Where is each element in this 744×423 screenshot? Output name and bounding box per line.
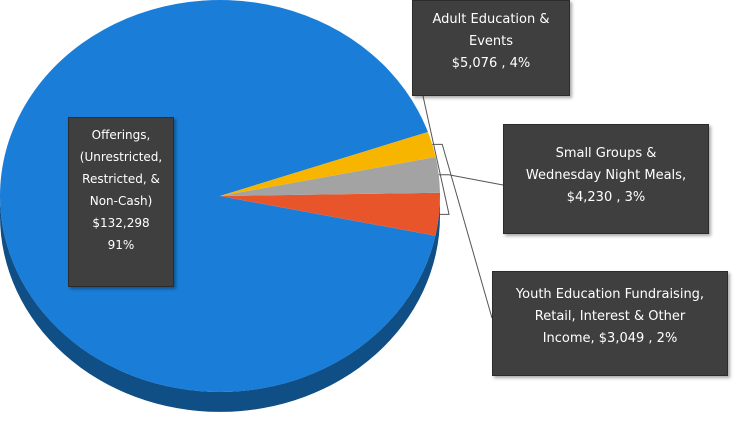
slice-label-adult-education: Adult Education & Events $5,076 , 4% — [412, 0, 570, 96]
label-text: Adult Education & — [432, 12, 550, 27]
leader-line-2 — [438, 174, 504, 186]
label-text: (Unrestricted, — [79, 150, 163, 164]
pie-slices — [0, 0, 440, 392]
label-text: Wednesday Night Meals, — [525, 168, 687, 183]
leader-lines — [422, 95, 504, 319]
label-text: Events — [468, 34, 513, 49]
pie-slice-2 — [220, 157, 440, 196]
leader-line-3 — [432, 143, 493, 319]
label-value: $132,298 — [92, 216, 150, 230]
label-percent: 91% — [107, 238, 135, 252]
slice-label-small-groups: Small Groups & Wednesday Night Meals, $4… — [503, 124, 709, 234]
label-value: $4,230 , 3% — [566, 190, 646, 205]
label-value: $5,076 , 4% — [451, 56, 531, 71]
label-text: Retail, Interest & Other — [534, 309, 686, 324]
pie-slice-3 — [220, 131, 436, 196]
label-text: Offerings, — [91, 128, 151, 142]
pie-slice-1 — [220, 192, 440, 236]
slice-label-offerings: Offerings, (Unrestricted, Restricted, & … — [68, 117, 174, 287]
slice-label-youth-education: Youth Education Fundraising, Retail, Int… — [492, 271, 728, 376]
leader-line-1 — [422, 95, 450, 215]
label-text: Youth Education Fundraising, — [515, 287, 705, 302]
label-text: Small Groups & — [555, 146, 657, 161]
label-text: Restricted, & — [82, 172, 160, 186]
pie-slice-0 — [0, 0, 436, 392]
label-value: Income, $3,049 , 2% — [542, 331, 678, 346]
label-text: Non-Cash) — [89, 194, 153, 208]
